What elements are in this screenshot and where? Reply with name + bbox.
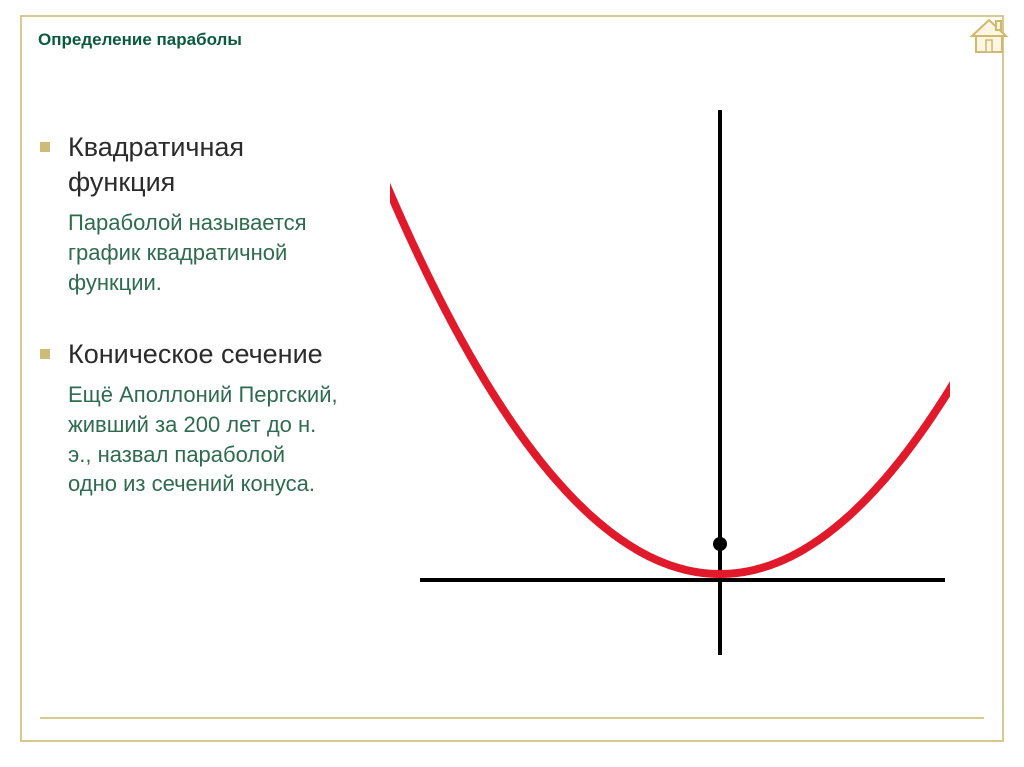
item-subtext: Ещё Аполлоний Пергский, живший за 200 ле… <box>68 380 340 499</box>
item-heading: Квадратичная функция <box>68 130 340 200</box>
parabola-chart <box>390 100 950 660</box>
slide: Определение параболы Квадратичная функци… <box>0 0 1024 767</box>
bullet-icon <box>40 142 50 152</box>
item-heading: Коническое сечение <box>68 337 323 372</box>
item-subtext: Параболой называется график квадратичной… <box>68 208 340 297</box>
list-item: Коническое сечение Ещё Аполлоний Пергски… <box>40 337 340 499</box>
slide-title: Определение параболы <box>38 30 242 50</box>
content-left: Квадратичная функция Параболой называетс… <box>40 130 340 539</box>
home-icon[interactable] <box>966 12 1012 58</box>
bottom-divider <box>40 717 984 719</box>
bullet-icon <box>40 349 50 359</box>
list-item: Квадратичная функция Параболой называетс… <box>40 130 340 297</box>
